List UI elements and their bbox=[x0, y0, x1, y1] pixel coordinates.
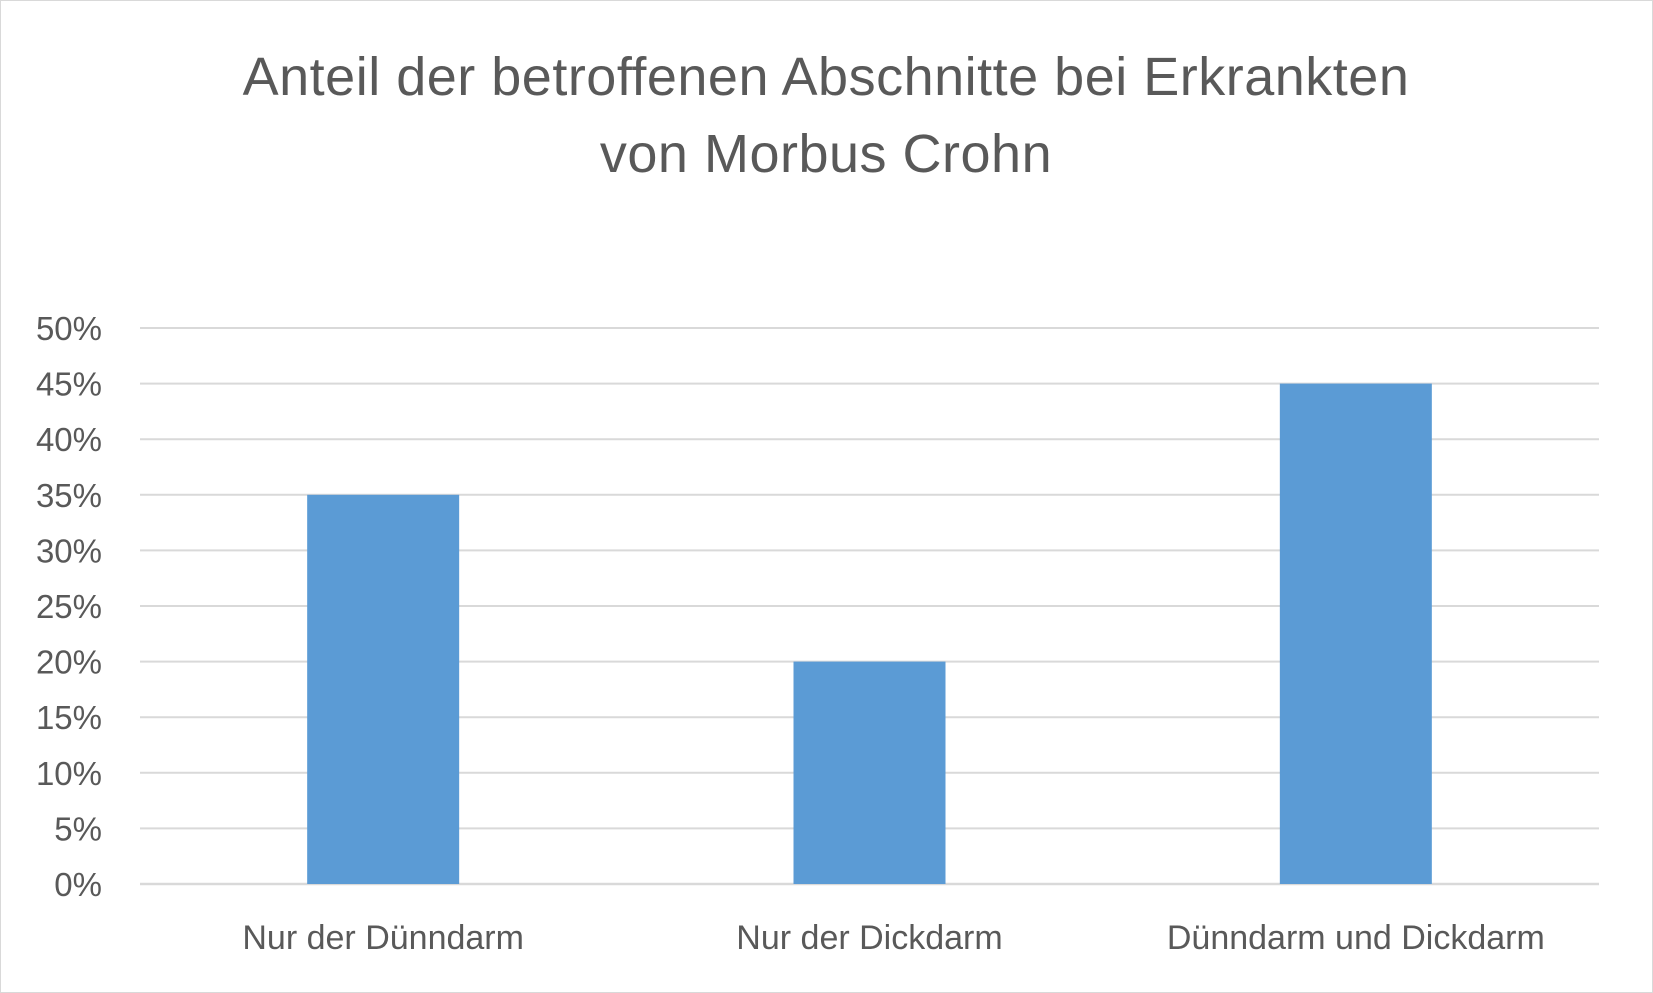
bar bbox=[793, 661, 946, 884]
x-category-label: Dünndarm und Dickdarm bbox=[1167, 919, 1545, 957]
chart-title-line-1: Anteil der betroffenen Abschnitte bei Er… bbox=[242, 47, 1410, 107]
y-tick-label: 40% bbox=[36, 421, 102, 458]
bar bbox=[1279, 383, 1432, 884]
x-category-label: Nur der Dünndarm bbox=[242, 919, 524, 957]
y-tick-label: 5% bbox=[54, 810, 102, 847]
y-tick-label: 45% bbox=[36, 366, 102, 403]
y-tick-label: 30% bbox=[36, 532, 102, 569]
y-tick-label: 0% bbox=[54, 866, 102, 903]
y-tick-label: 15% bbox=[36, 699, 102, 736]
y-tick-label: 25% bbox=[36, 588, 102, 625]
y-axis-ticks: 0% 5% 10% 15% 20% 25% 30% 35% 40% 45% 50% bbox=[36, 310, 102, 903]
y-tick-label: 35% bbox=[36, 477, 102, 514]
chart-title-line-2: von Morbus Crohn bbox=[599, 124, 1053, 184]
y-tick-label: 20% bbox=[36, 644, 102, 681]
chart-title: Anteil der betroffenen Abschnitte bei Er… bbox=[101, 39, 1551, 193]
x-axis-categories: Nur der Dünndarm Nur der Dickdarm Dünndarm… bbox=[242, 919, 1544, 957]
bars bbox=[307, 383, 1432, 884]
x-category-label: Nur der Dickdarm bbox=[736, 919, 1002, 957]
bar bbox=[307, 494, 460, 884]
y-tick-label: 50% bbox=[36, 310, 102, 347]
y-tick-label: 10% bbox=[36, 755, 102, 792]
